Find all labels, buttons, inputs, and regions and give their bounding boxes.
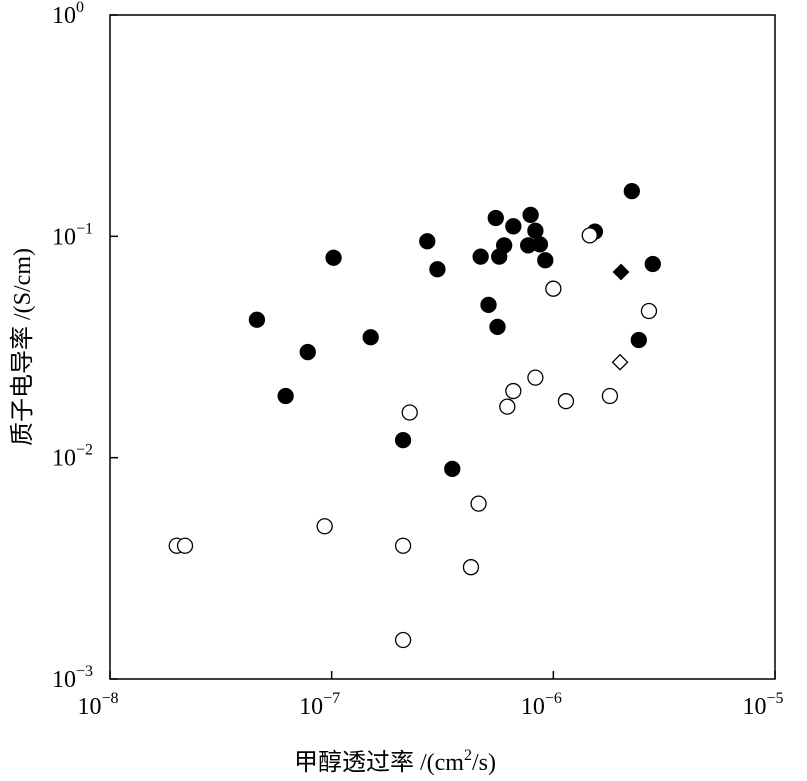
point	[537, 252, 554, 269]
point	[527, 369, 544, 386]
point	[470, 495, 487, 512]
y-tick-exponent: 0	[76, 0, 84, 16]
point	[581, 227, 598, 244]
x-axis-label-text: /s)	[472, 750, 496, 776]
point	[394, 631, 412, 649]
point	[505, 382, 522, 400]
point	[611, 353, 629, 371]
point	[472, 248, 489, 265]
x-tick-base: 10	[299, 694, 323, 720]
point	[630, 331, 647, 349]
y-tick-base: 10	[52, 3, 76, 29]
x-tick-label: 10−5	[742, 690, 783, 720]
x-tick-label: 10−6	[521, 690, 562, 720]
point	[401, 404, 418, 421]
point	[531, 236, 549, 253]
y-tick-label: 100	[52, 0, 84, 29]
point	[277, 387, 294, 405]
y-tick-label: 10−2	[52, 442, 93, 472]
point	[316, 518, 333, 535]
point	[480, 296, 497, 314]
point	[394, 537, 412, 554]
point	[429, 261, 446, 278]
x-tick-base: 10	[742, 694, 766, 720]
point	[462, 559, 480, 576]
y-tick-label: 10−3	[52, 663, 93, 693]
y-tick-base: 10	[52, 667, 76, 693]
y-tick-base: 10	[52, 224, 76, 250]
y-axis-label: 质子电导率 /(S/cm)	[9, 248, 36, 446]
y-tick-base: 10	[52, 446, 76, 472]
y-tick-exponent: −1	[76, 220, 93, 237]
point	[623, 183, 640, 200]
point	[419, 233, 436, 250]
point	[601, 387, 619, 405]
x-tick-exponent: −5	[766, 690, 783, 707]
y-tick-exponent: −2	[76, 442, 93, 459]
x-tick-exponent: −6	[545, 690, 562, 707]
y-tick-exponent: −3	[76, 663, 93, 680]
point	[522, 206, 539, 224]
point	[557, 393, 575, 410]
point	[640, 302, 658, 320]
point	[444, 460, 461, 478]
x-axis-label-superscript: 2	[464, 747, 472, 764]
x-tick-label: 10−7	[299, 690, 340, 720]
y-tick-label: 10−1	[52, 220, 93, 250]
x-axis-label-text: 甲醇透过率 /(cm	[294, 749, 464, 776]
point	[496, 237, 513, 254]
point	[362, 329, 379, 346]
point	[644, 255, 661, 273]
point	[545, 280, 562, 297]
plot-frame	[109, 14, 776, 680]
x-tick-exponent: −8	[101, 690, 118, 707]
x-tick-exponent: −7	[323, 690, 340, 707]
x-tick-label: 10−8	[77, 690, 118, 720]
point	[612, 263, 630, 281]
point	[176, 537, 194, 554]
point	[487, 209, 504, 227]
point	[499, 398, 516, 415]
point	[325, 249, 342, 266]
point	[489, 318, 506, 335]
point	[505, 218, 522, 235]
point	[248, 311, 266, 328]
point	[299, 343, 316, 361]
point	[527, 222, 544, 239]
point	[394, 431, 412, 449]
x-axis-label: 甲醇透过率 /(cm2/s)	[294, 747, 496, 776]
x-tick-base: 10	[77, 694, 101, 720]
x-tick-base: 10	[521, 694, 545, 720]
